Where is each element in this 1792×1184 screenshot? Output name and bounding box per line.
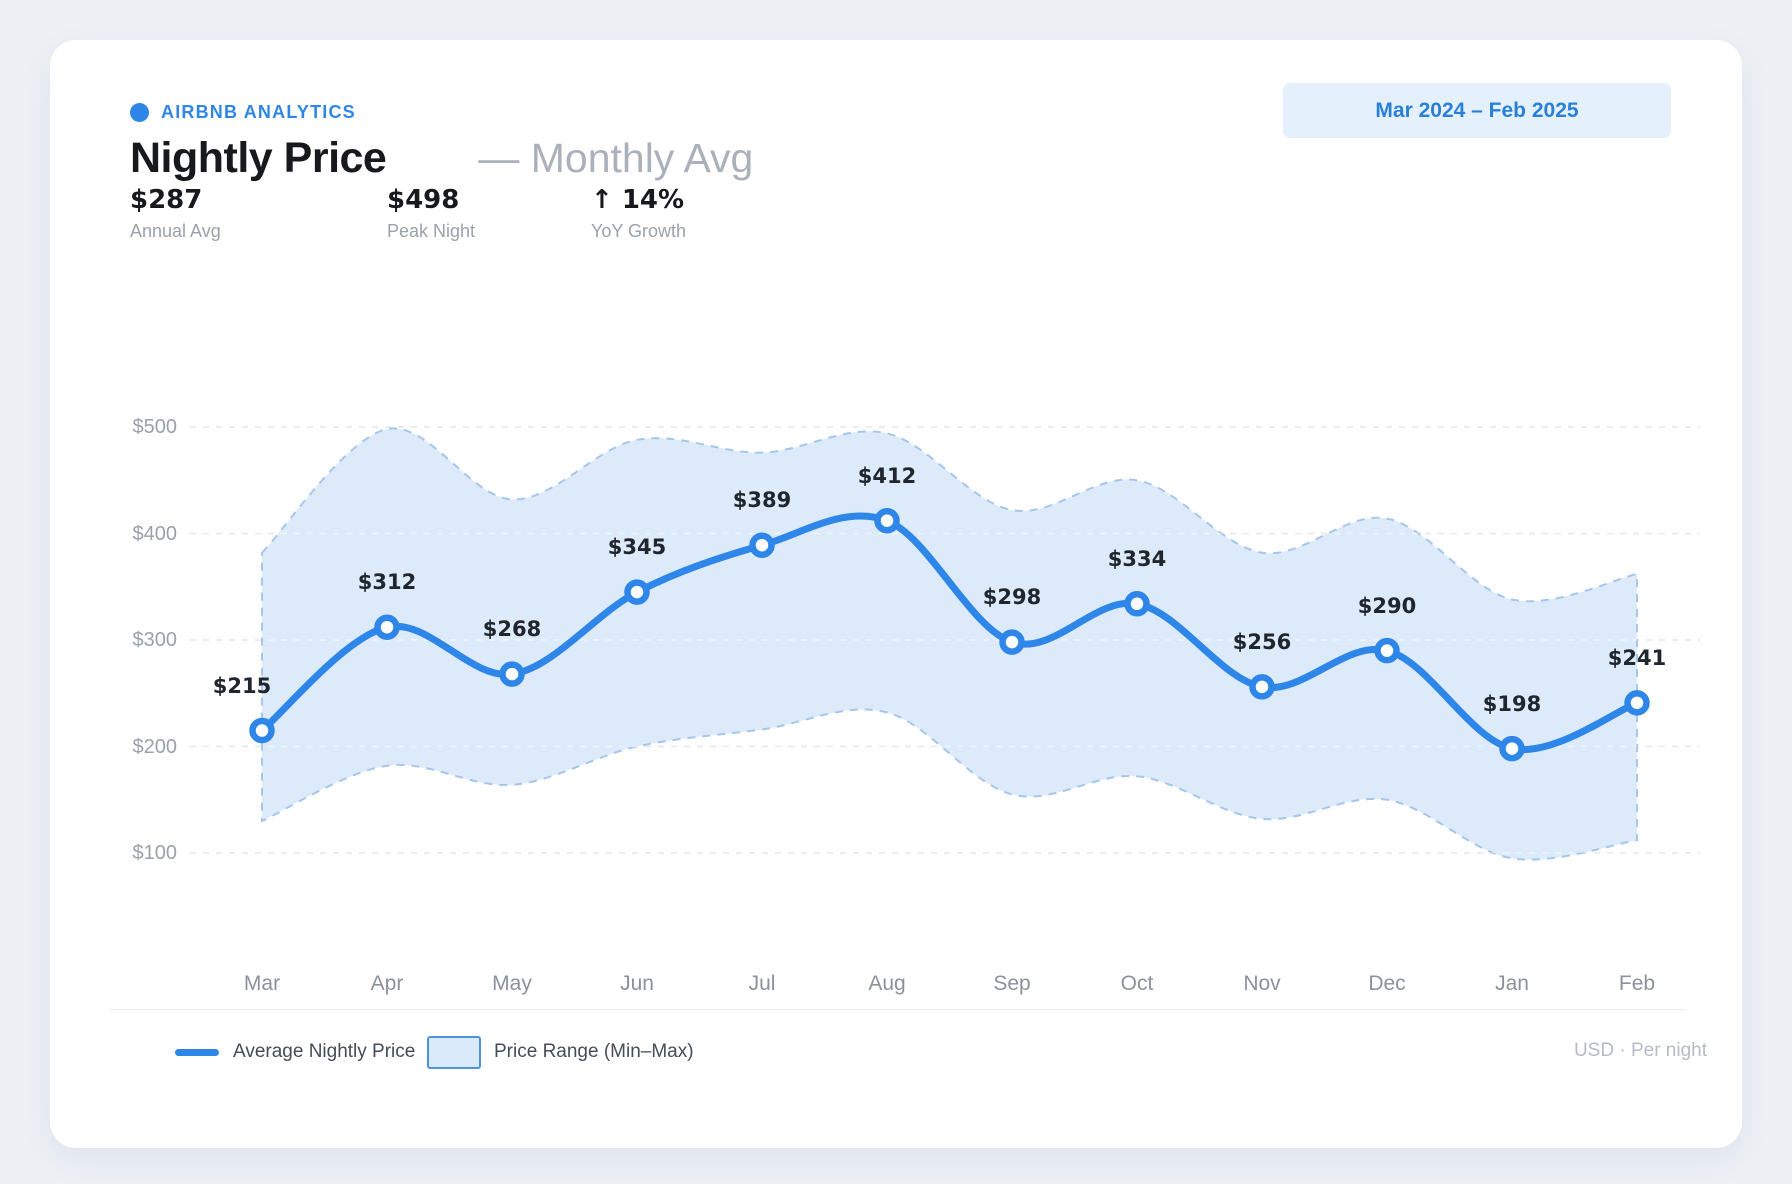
stat-label: YoY Growth	[591, 221, 687, 241]
x-axis-label-nov: Nov	[1243, 972, 1281, 995]
x-axis-label-aug: Aug	[868, 972, 906, 995]
data-point-label: $412	[857, 464, 917, 488]
x-axis-label-apr: Apr	[370, 972, 404, 995]
x-axis-label-oct: Oct	[1120, 972, 1154, 995]
page-title: Nightly Price	[130, 134, 387, 182]
brand-label: AIRBNB ANALYTICS	[161, 102, 356, 122]
data-point-label: $256	[1232, 630, 1292, 654]
stat-peak-night: $498 Peak Night	[387, 185, 475, 242]
x-axis-label-sep: Sep	[993, 972, 1031, 995]
y-axis-label: $500	[132, 416, 178, 438]
date-range-badge[interactable]: Mar 2024 – Feb 2025	[1283, 83, 1671, 138]
legend-item-average[interactable]: Average Nightly Price	[175, 1036, 415, 1068]
data-point-marker-nov[interactable]	[1249, 674, 1275, 700]
x-axis-label-may: May	[492, 972, 532, 995]
x-axis-label-dec: Dec	[1368, 972, 1406, 995]
stat-value: ↑ 14%	[591, 185, 685, 215]
legend-label: Price Range (Min–Max)	[494, 1041, 694, 1062]
stat-yoy-growth: ↑ 14% YoY Growth	[591, 185, 686, 242]
axis-divider	[110, 1009, 1685, 1010]
stat-label: Annual Avg	[130, 221, 221, 241]
data-point-label: $389	[732, 488, 792, 512]
data-point-marker-jan[interactable]	[1499, 735, 1525, 762]
data-point-marker-oct[interactable]	[1124, 591, 1150, 617]
price-line	[258, 512, 1641, 754]
data-point-marker-jul[interactable]	[749, 532, 775, 558]
brand-dot-icon	[130, 103, 149, 122]
y-axis-label: $300	[132, 629, 178, 651]
stat-label: Peak Night	[387, 221, 476, 241]
data-point-label: $198	[1482, 692, 1542, 716]
price-band	[261, 427, 1638, 861]
legend-area-swatch	[427, 1035, 481, 1069]
data-point-label: $268	[482, 617, 542, 641]
legend-item-range[interactable]: Price Range (Min–Max)	[427, 1035, 694, 1069]
x-axis-label-mar: Mar	[243, 972, 281, 995]
legend-line-swatch	[175, 1048, 219, 1056]
price-chart: $500 $400 $300 $200 $100 Mar Apr May Jun Jul Aug Se…	[50, 40, 1742, 1148]
data-point-marker-apr[interactable]	[374, 614, 400, 640]
analytics-card: $500 $400 $300 $200 $100 Mar Apr May Jun Jul Aug Se…	[50, 40, 1742, 1148]
stat-value: $498	[387, 185, 460, 215]
chart-svg	[190, 426, 1700, 861]
data-point-marker-dec[interactable]	[1374, 637, 1400, 664]
x-axis-label-feb: Feb	[1618, 972, 1656, 995]
data-point-label: $298	[982, 585, 1042, 609]
data-point-marker-jun[interactable]	[624, 579, 650, 605]
data-point-marker-may[interactable]	[499, 661, 525, 687]
y-axis-label: $200	[132, 736, 178, 758]
legend-note-currency: USD · Per night	[1573, 1040, 1707, 1061]
y-axis-label: $100	[132, 842, 178, 864]
x-axis-label-jul: Jul	[748, 972, 776, 995]
data-point-marker-sep[interactable]	[999, 629, 1025, 655]
data-point-label: $345	[607, 535, 667, 559]
data-point-label: $334	[1107, 547, 1167, 571]
data-point-label: $215	[212, 674, 272, 698]
page-subtitle: — Monthly Avg	[478, 135, 754, 181]
data-point-label: $290	[1357, 594, 1417, 618]
data-point-marker-feb[interactable]	[1624, 690, 1650, 716]
x-axis-label-jun: Jun	[620, 972, 654, 995]
legend-label: Average Nightly Price	[233, 1041, 416, 1062]
stat-annual-avg: $287 Annual Avg	[130, 185, 221, 242]
data-point-marker-aug[interactable]	[874, 507, 900, 534]
data-point-label: $312	[357, 570, 417, 594]
stat-value: $287	[130, 185, 203, 215]
y-axis-label: $400	[132, 523, 178, 545]
x-axis-label-jan: Jan	[1495, 972, 1529, 995]
data-point-marker-mar[interactable]	[249, 717, 275, 744]
brand: AIRBNB ANALYTICS	[130, 102, 356, 123]
data-point-label: $241	[1607, 646, 1667, 670]
